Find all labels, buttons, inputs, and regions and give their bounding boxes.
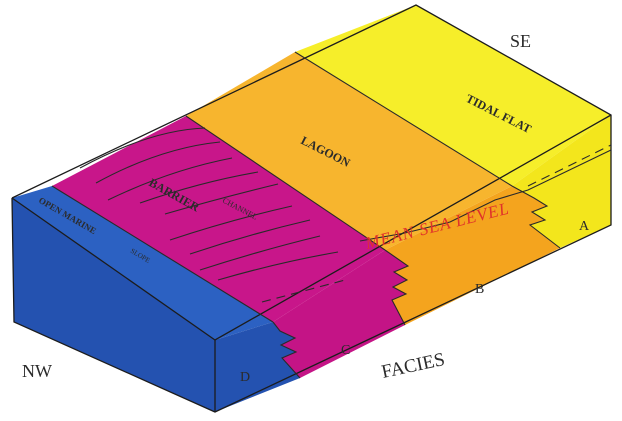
compass-nw: NW [22, 361, 52, 381]
facies-c: C [341, 343, 350, 358]
facies-d: D [240, 370, 250, 385]
facies-b: B [475, 282, 484, 297]
compass-se: SE [510, 31, 531, 51]
facies-a: A [579, 219, 590, 234]
label-facies: FACIES [380, 349, 447, 383]
